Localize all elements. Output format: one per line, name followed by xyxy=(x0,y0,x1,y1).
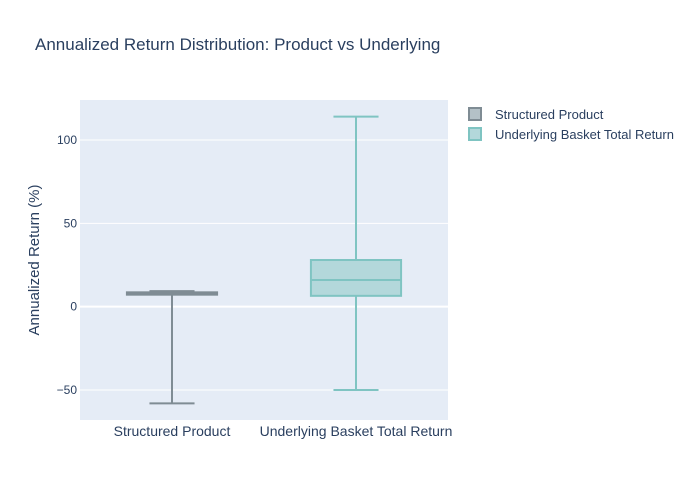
x-category-label: Underlying Basket Total Return xyxy=(260,423,453,439)
legend-item[interactable]: Underlying Basket Total Return xyxy=(468,127,674,142)
grid-lines xyxy=(80,139,448,391)
legend-label: Structured Product xyxy=(495,107,604,122)
x-category-labels: Structured Product Underlying Basket Tota… xyxy=(114,423,453,439)
y-tick-label: −50 xyxy=(57,383,78,397)
legend-label: Underlying Basket Total Return xyxy=(495,127,674,142)
y-tick-label: 100 xyxy=(57,133,77,147)
y-tick-label: 0 xyxy=(70,300,77,314)
iqr-box xyxy=(309,259,403,297)
y-tick-labels: −50 0 50 100 xyxy=(57,133,78,397)
box-series xyxy=(125,115,403,405)
y-tick-label: 50 xyxy=(64,216,78,230)
box-2 xyxy=(309,115,403,391)
y-axis-title: Annualized Return (%) xyxy=(26,185,43,336)
x-category-label: Structured Product xyxy=(114,423,231,439)
chart-title: Annualized Return Distribution: Product … xyxy=(35,35,440,54)
legend-swatch xyxy=(468,107,482,121)
legend: Structured Product Underlying Basket Tota… xyxy=(468,107,674,142)
legend-item[interactable]: Structured Product xyxy=(468,107,604,122)
box-1 xyxy=(125,290,219,405)
legend-swatch xyxy=(468,127,482,141)
